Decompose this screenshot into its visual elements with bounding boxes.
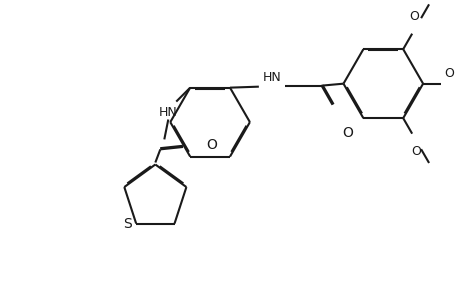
Text: O: O xyxy=(206,138,217,152)
Text: O: O xyxy=(409,10,418,23)
Text: O: O xyxy=(443,67,453,80)
Text: O: O xyxy=(410,145,420,158)
Text: S: S xyxy=(123,217,132,231)
Text: O: O xyxy=(341,127,352,140)
Text: HN: HN xyxy=(262,71,280,84)
Text: HN: HN xyxy=(158,106,177,118)
